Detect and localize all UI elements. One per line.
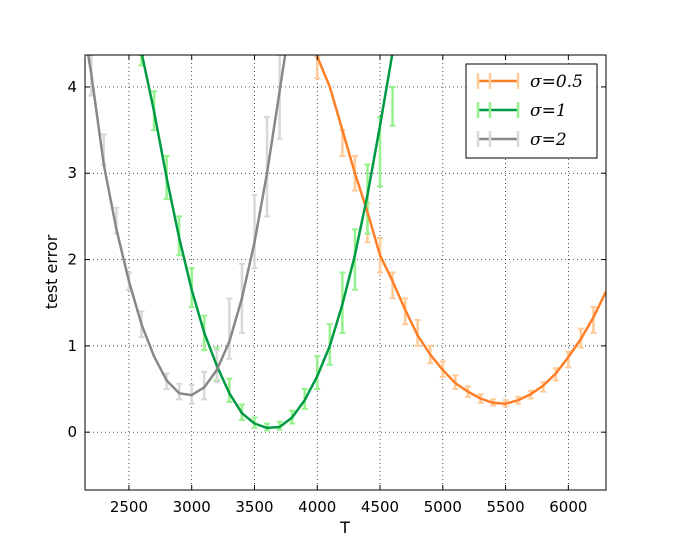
x-tick-label: 4500 — [361, 498, 399, 516]
x-tick-label: 6000 — [549, 498, 587, 516]
errorbars — [88, 55, 597, 432]
plot-frame — [84, 54, 607, 491]
legend-label: σ=0.5 — [530, 72, 583, 92]
x-tick-label: 3500 — [235, 498, 273, 516]
x-tick-label: 5000 — [424, 498, 462, 516]
x-axis-label: T — [339, 518, 350, 537]
y-tick-label: 1 — [67, 337, 77, 355]
axis-ticks: 2500 3000 3500 4000 4500 5000 5500 6000 0 1 2 3 4 — [67, 55, 606, 516]
y-axis-label: test error — [42, 234, 61, 309]
x-tick-label: 5500 — [486, 498, 524, 516]
y-tick-label: 4 — [67, 78, 77, 96]
x-tick-label: 3000 — [173, 498, 211, 516]
series-line — [86, 55, 287, 397]
y-tick-label: 2 — [67, 251, 77, 269]
series-line — [140, 55, 394, 430]
y-tick-label: 0 — [67, 423, 77, 441]
series-lines — [86, 55, 606, 430]
x-tick-label: 4000 — [298, 498, 336, 516]
legend: σ=0.5 σ=1 σ=2 — [465, 63, 598, 159]
legend-label: σ=2 — [530, 130, 567, 150]
x-tick-label: 2500 — [110, 498, 148, 516]
legend-label: σ=1 — [530, 101, 567, 121]
y-tick-label: 3 — [67, 164, 77, 182]
